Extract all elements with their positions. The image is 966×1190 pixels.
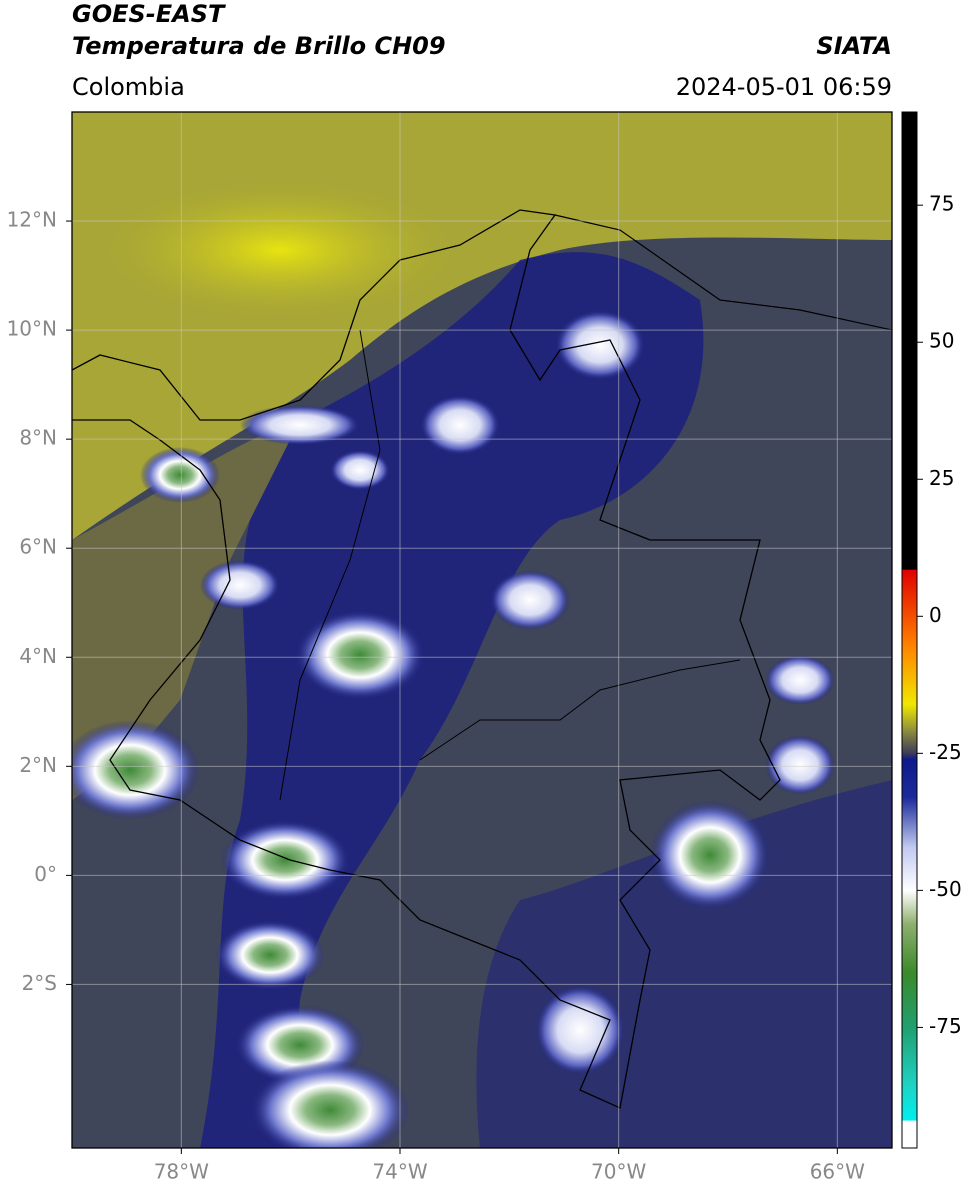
title: GOES-EAST <box>72 0 226 28</box>
colorbar-segment <box>902 1082 917 1122</box>
colorbar-segment <box>902 1120 917 1149</box>
colorbar-segment <box>902 846 917 891</box>
y-tick-label: 0° <box>34 862 57 886</box>
map-frame <box>71 111 893 1149</box>
datetime: 2024-05-01 06:59 <box>676 73 892 101</box>
colorbar-frame <box>901 111 918 1149</box>
y-tick-label: 2°S <box>22 971 57 995</box>
grid <box>72 112 892 1148</box>
x-tick-label: 78°W <box>154 1160 209 1184</box>
colorbar-segment <box>902 890 917 924</box>
x-tick-label: 74°W <box>372 1160 427 1184</box>
y-tick-label: 12°N <box>7 208 57 232</box>
colorbar-tick-label: -50 <box>929 877 962 901</box>
colorbar-segment <box>902 1027 917 1083</box>
x-tick-label: 66°W <box>810 1160 865 1184</box>
y-tick-label: 2°N <box>19 753 57 777</box>
x-tick-label: 70°W <box>591 1160 646 1184</box>
colorbar-tick-label: -75 <box>929 1014 962 1038</box>
colorbar-segment <box>902 112 917 571</box>
colorbar-segment <box>902 972 917 1028</box>
colorbar-segment <box>902 753 917 760</box>
colorbar-tick-label: 75 <box>929 192 954 216</box>
colorbar-tick-label: -25 <box>929 740 962 764</box>
subtitle: Temperatura de Brillo CH09 <box>72 32 446 60</box>
colorbar-tick-label: 25 <box>929 466 954 490</box>
satellite-image <box>72 112 892 1148</box>
colorbar-segment <box>902 643 917 705</box>
colorbar-segment <box>902 758 917 798</box>
colorbar-segment <box>902 923 917 974</box>
colorbar-segment <box>902 797 917 848</box>
y-tick-label: 10°N <box>7 317 57 341</box>
colorbar-segment <box>902 731 917 754</box>
colorbar-tick-label: 0 <box>929 603 942 627</box>
colorbar-segment <box>902 704 917 732</box>
colorbar-tick-label: 50 <box>929 329 954 353</box>
y-tick-label: 4°N <box>19 644 57 668</box>
y-tick-label: 8°N <box>19 426 57 450</box>
region: Colombia <box>72 73 185 101</box>
colorbar-segment <box>902 569 917 645</box>
y-tick-label: 6°N <box>19 535 57 559</box>
source: SIATA <box>816 32 892 60</box>
